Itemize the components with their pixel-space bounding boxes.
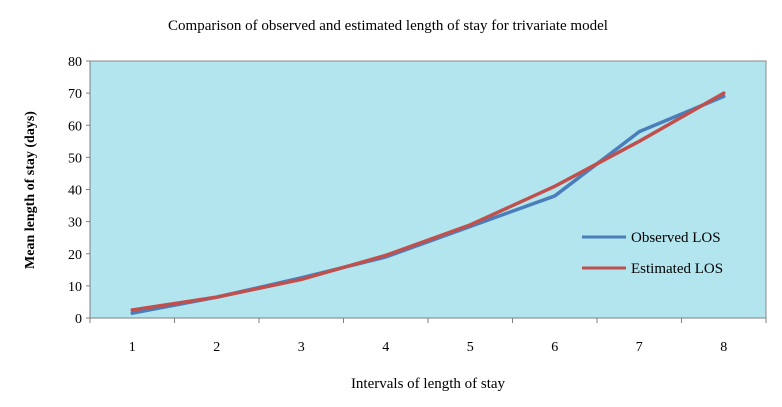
x-axis-title: Intervals of length of stay bbox=[351, 376, 506, 392]
x-tick-label: 4 bbox=[382, 340, 389, 355]
plot-area bbox=[89, 60, 767, 319]
data-point bbox=[130, 311, 134, 315]
chart-title: Comparison of observed and estimated len… bbox=[168, 18, 608, 34]
x-tick-label: 1 bbox=[129, 340, 136, 355]
y-tick-label: 30 bbox=[68, 216, 82, 231]
y-tick-label: 0 bbox=[75, 312, 82, 327]
x-tick-label: 6 bbox=[551, 340, 558, 355]
data-point bbox=[553, 184, 557, 188]
y-tick-label: 40 bbox=[68, 184, 82, 199]
data-point bbox=[637, 139, 641, 143]
y-tick-label: 80 bbox=[68, 55, 82, 70]
data-point bbox=[215, 295, 219, 299]
x-tick-label: 5 bbox=[467, 340, 474, 355]
data-point bbox=[468, 223, 472, 227]
data-point bbox=[553, 194, 557, 198]
legend-label: Observed LOS bbox=[631, 230, 721, 246]
y-tick-label: 60 bbox=[68, 119, 82, 134]
data-point bbox=[384, 253, 388, 257]
data-point bbox=[299, 277, 303, 281]
data-point bbox=[722, 94, 726, 98]
legend-label: Estimated LOS bbox=[631, 261, 723, 277]
data-point bbox=[722, 91, 726, 95]
x-tick-label: 7 bbox=[636, 340, 643, 355]
y-tick-label: 20 bbox=[68, 248, 82, 263]
legend: Observed LOS Estimated LOS bbox=[582, 230, 723, 277]
y-tick-label: 10 bbox=[68, 280, 82, 295]
x-tick-label: 8 bbox=[720, 340, 727, 355]
data-point bbox=[130, 308, 134, 312]
x-tick-label: 3 bbox=[298, 340, 305, 355]
y-tick-label: 70 bbox=[68, 87, 82, 102]
x-tick-label: 2 bbox=[213, 340, 220, 355]
data-point bbox=[637, 130, 641, 134]
y-axis-title: Mean length of stay (days) bbox=[23, 111, 38, 269]
series-line-estimated bbox=[130, 91, 726, 312]
y-tick-label: 50 bbox=[68, 151, 82, 166]
